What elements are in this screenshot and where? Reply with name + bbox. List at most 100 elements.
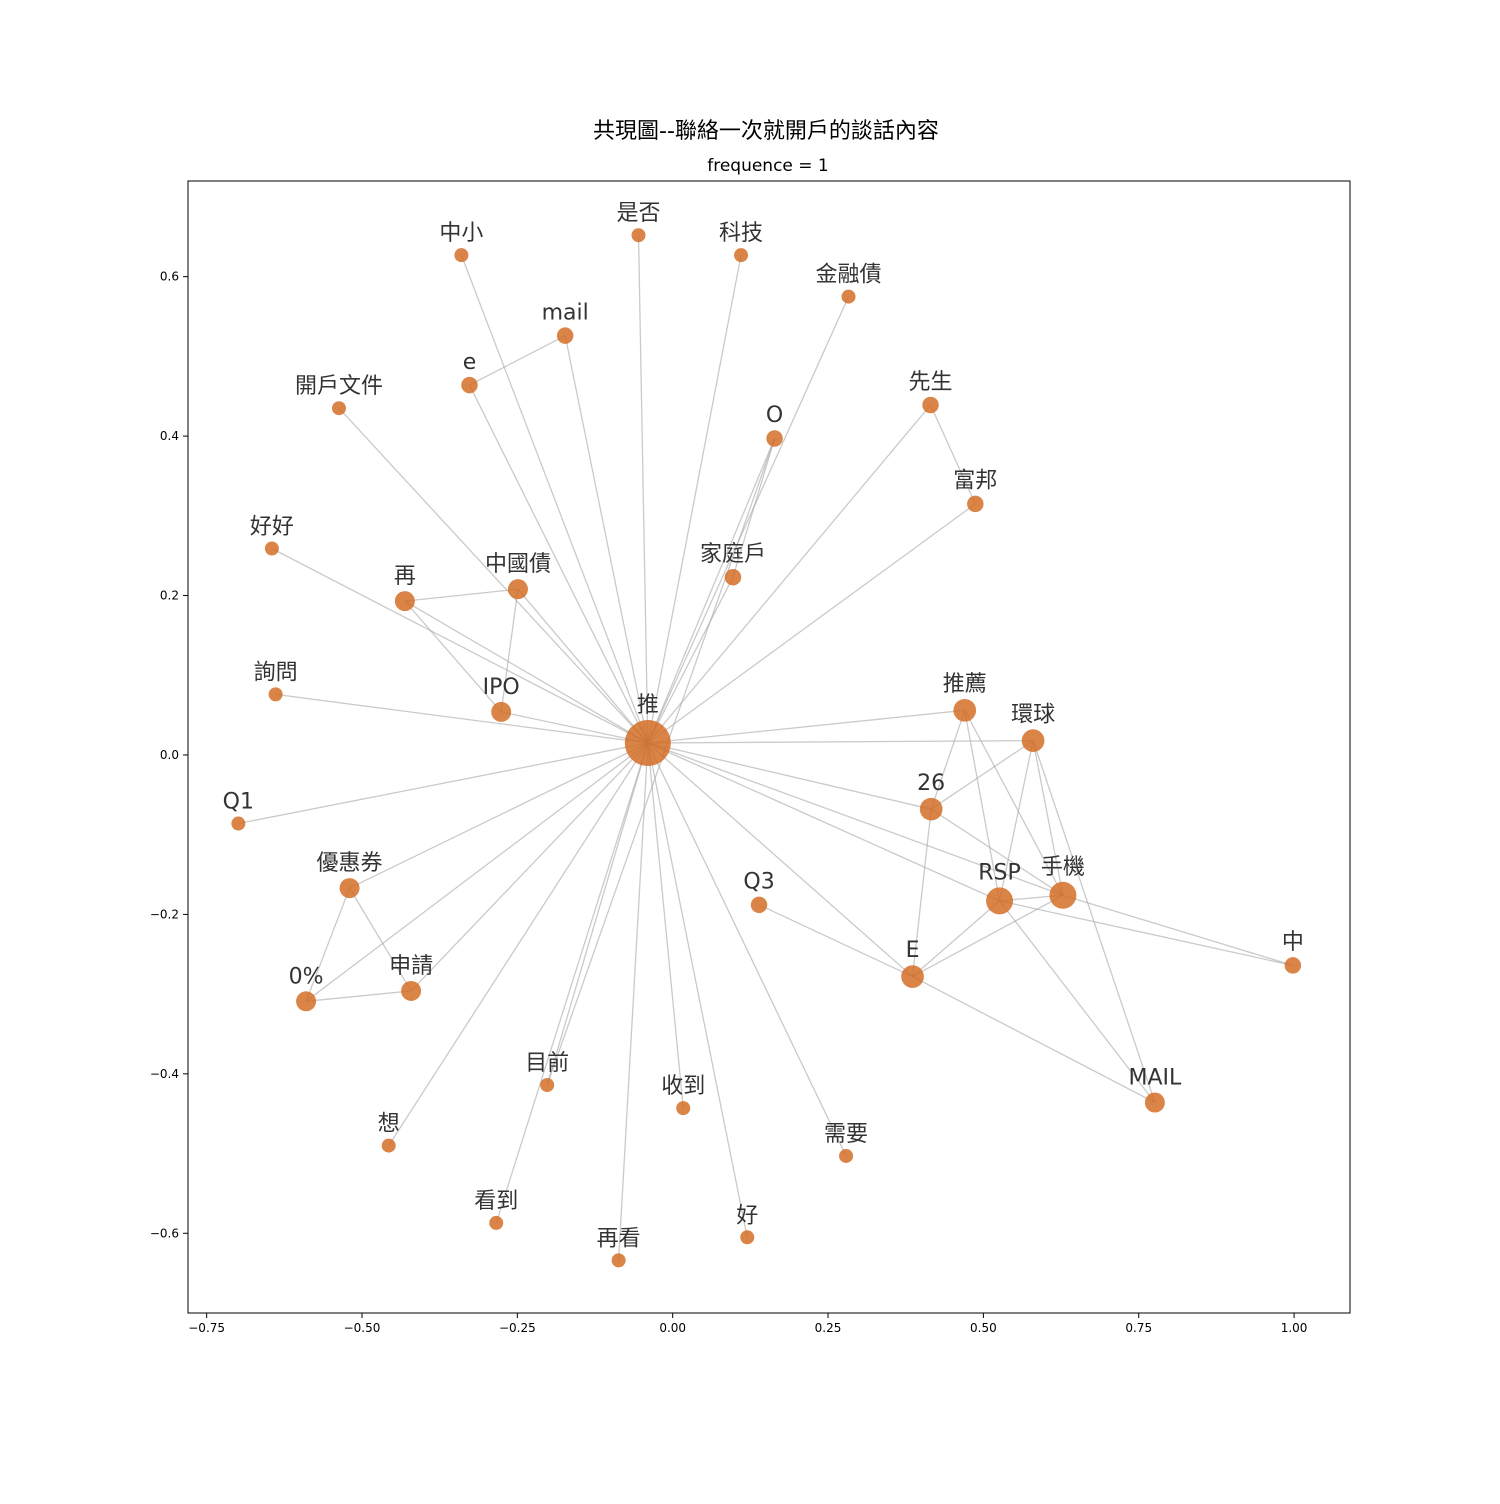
network-edge [647,742,847,1157]
network-node [631,228,646,243]
node-label: E [906,938,920,963]
network-node [967,495,984,513]
network-edge [912,976,1156,1104]
node-label: 開戶文件 [295,374,383,399]
network-edge [306,990,412,1002]
x-tick-label: 1.00 [1281,1321,1308,1335]
node-label: 26 [917,771,945,796]
node-label: 家庭戶 [700,542,766,567]
network-node [922,396,939,414]
y-tick-label: 0.4 [160,429,179,443]
network-edge [999,900,1156,1103]
node-label: 中 [1282,930,1304,955]
network-node [339,878,360,899]
chart-subtitle: frequence = 1 [707,156,829,176]
node-label: 再看 [597,1226,641,1251]
node-label: RSP [978,860,1021,885]
network-edge [930,740,1034,810]
network-edge [388,742,649,1146]
network-edge [338,407,649,744]
network-edge [647,438,776,744]
network-node [381,1138,396,1153]
nodes-layer [231,228,1302,1268]
node-label: 申請 [389,954,433,979]
network-edge [999,900,1293,967]
network-edge [275,693,648,744]
node-label: 推 [637,693,659,718]
node-label: 想 [378,1112,400,1137]
network-node [1021,729,1045,752]
node-label: 先生 [909,370,953,395]
node-label: 收到 [661,1074,705,1099]
network-edge [410,742,649,992]
network-node [489,1215,504,1230]
network-edge [929,404,976,505]
network-edge [637,235,649,744]
node-label: 富邦 [953,469,997,494]
network-edge [964,710,1064,896]
node-label: 中國債 [485,552,551,577]
network-node [986,887,1014,915]
network-node [766,430,783,447]
chart-title: 共現圖--聯絡一次就開戶的談話內容 [593,119,939,144]
network-node [724,568,742,586]
node-label: 詢問 [254,660,298,685]
network-node [839,1148,854,1163]
network-edge [1032,740,1064,896]
node-label: Q1 [223,790,254,815]
node-label: O [766,403,783,428]
network-edge [732,438,776,578]
network-node [540,1078,555,1093]
network-edge [404,600,649,744]
node-label: IPO [483,675,520,700]
node-label: 優惠券 [317,851,383,876]
node-label: 金融債 [816,263,882,288]
network-node [296,991,317,1012]
y-tick-label: −0.6 [150,1226,179,1240]
y-tick-label: 0.2 [160,589,179,603]
network-edge [647,742,932,810]
network-node [556,327,574,344]
network-edge [930,710,966,810]
network-node [611,1253,626,1268]
network-node [953,698,977,722]
node-label: 環球 [1011,702,1055,727]
node-label: e [463,350,477,375]
network-edge [647,255,742,744]
network-node [394,591,415,612]
network-edge [1062,894,1294,967]
network-edge [349,887,412,992]
x-tick-label: 0.25 [815,1321,842,1335]
axes-layer: −0.75 −0.50 −0.25 0.00 0.25 0.50 0.75 1.00 −0.6 −… [150,180,1351,1335]
x-tick-label: 0.00 [659,1321,686,1335]
network-node [734,248,749,263]
node-label: 0% [289,964,324,989]
network-edge [647,296,850,744]
network-edge [912,894,1064,978]
node-label: Q3 [743,870,774,895]
network-node [454,248,469,263]
edges-layer [238,235,1294,1261]
network-edge [912,900,1000,978]
node-label: 好好 [250,515,294,540]
network-edge [469,335,566,386]
network-edge [495,742,649,1224]
node-label: 是否 [617,201,661,226]
node-label: mail [542,300,589,325]
x-tick-label: −0.75 [188,1321,225,1335]
network-node [624,720,671,766]
network-node [901,965,924,988]
network-edge [564,335,649,744]
network-node [507,579,528,600]
network-edge [500,589,519,713]
network-edge [404,588,519,602]
network-node [264,541,279,556]
network-edge [271,547,649,744]
node-label: 看到 [474,1189,518,1214]
network-edge [404,600,502,713]
network-node [461,376,478,394]
network-edge [998,740,1034,901]
